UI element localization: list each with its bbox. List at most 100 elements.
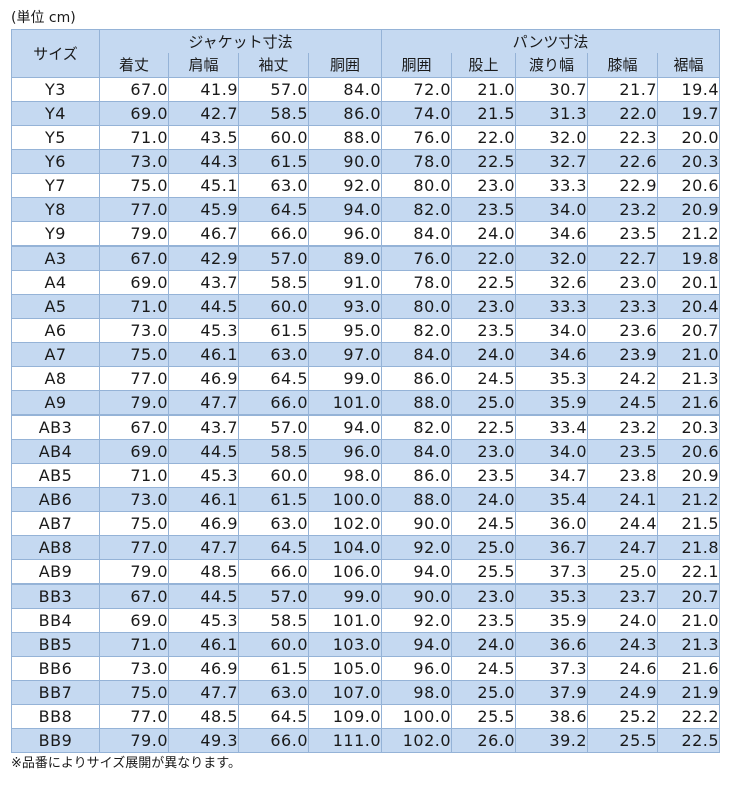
table-cell: 21.3 [657,366,721,391]
size-cell: A3 [11,245,100,271]
table-cell: 22.6 [587,149,659,174]
table-cell: 69.0 [99,439,169,464]
table-cell: 101.0 [307,390,383,415]
table-cell: 57.0 [238,245,309,271]
table-cell: 90.0 [381,511,453,536]
table-cell: 32.0 [515,245,589,271]
table-cell: 22.0 [451,125,517,150]
column-header: 膝幅 [587,53,659,78]
table-cell: 93.0 [307,294,383,319]
table-cell: 61.5 [238,318,309,343]
table-cell: 24.5 [587,390,659,415]
table-cell: 97.0 [307,342,383,367]
table-cell: 23.5 [451,608,517,633]
column-header: 着丈 [99,53,169,78]
table-cell: 84.0 [381,439,453,464]
table-cell: 74.0 [381,101,453,126]
size-cell: BB8 [11,704,100,729]
table-cell: 86.0 [381,366,453,391]
table-cell: 96.0 [381,656,453,681]
table-cell: 21.7 [587,77,659,102]
table-cell: 80.0 [381,294,453,319]
table-cell: 64.5 [238,535,309,560]
size-cell: BB9 [11,728,100,753]
table-cell: 32.6 [515,270,589,295]
column-header: 肩幅 [168,53,239,78]
table-cell: 102.0 [307,511,383,536]
table-row: A8 77.0 46.9 64.5 99.0 86.0 24.5 35.3 24.2 21.3 [11,366,721,391]
table-cell: 34.6 [515,342,589,367]
table-cell: 48.5 [168,559,239,584]
size-cell: Y7 [11,173,100,198]
table-cell: 24.0 [451,342,517,367]
table-cell: 21.0 [451,77,517,102]
table-cell: 23.6 [587,318,659,343]
table-row: Y4 69.0 42.7 58.5 86.0 74.0 21.5 31.3 22.0 19.7 [11,101,721,126]
table-cell: 25.5 [451,559,517,584]
table-cell: 23.0 [451,294,517,319]
table-cell: 63.0 [238,173,309,198]
table-cell: 25.2 [587,704,659,729]
table-cell: 24.0 [451,632,517,657]
table-cell: 109.0 [307,704,383,729]
table-cell: 23.0 [587,270,659,295]
size-cell: AB7 [11,511,100,536]
table-cell: 95.0 [307,318,383,343]
size-cell: Y8 [11,197,100,222]
table-cell: 22.5 [451,270,517,295]
table-cell: 25.5 [451,704,517,729]
size-cell: AB9 [11,559,100,584]
size-cell: Y6 [11,149,100,174]
table-cell: 78.0 [381,149,453,174]
table-cell: 24.5 [451,366,517,391]
table-cell: 25.0 [451,535,517,560]
table-cell: 75.0 [99,173,169,198]
table-cell: 44.5 [168,294,239,319]
table-cell: 72.0 [381,77,453,102]
table-cell: 101.0 [307,608,383,633]
table-cell: 66.0 [238,728,309,753]
table-cell: 104.0 [307,535,383,560]
column-header: 渡り幅 [515,53,589,78]
table-cell: 22.0 [587,101,659,126]
table-cell: 107.0 [307,680,383,705]
table-cell: 94.0 [307,197,383,222]
size-cell: BB6 [11,656,100,681]
table-cell: 46.1 [168,342,239,367]
column-header: 袖丈 [238,53,309,78]
table-cell: 77.0 [99,197,169,222]
table-row: Y8 77.0 45.9 64.5 94.0 82.0 23.5 34.0 23.2 20.9 [11,197,721,222]
table-cell: 98.0 [307,463,383,488]
size-cell: A5 [11,294,100,319]
table-cell: 24.0 [587,608,659,633]
size-cell: A8 [11,366,100,391]
table-cell: 21.0 [657,342,721,367]
table-cell: 22.5 [451,414,517,440]
table-cell: 63.0 [238,680,309,705]
table-cell: 57.0 [238,583,309,609]
size-chart-table: サイズ ジャケット寸法 パンツ寸法 着丈 肩幅 袖丈 胴囲 胴囲 股上 渡り幅 … [11,29,721,753]
table-cell: 75.0 [99,342,169,367]
table-cell: 21.8 [657,535,721,560]
table-cell: 21.9 [657,680,721,705]
table-cell: 79.0 [99,728,169,753]
table-cell: 42.9 [168,245,239,271]
table-row: AB7 75.0 46.9 63.0 102.0 90.0 24.5 36.0 24.4 21.5 [11,511,721,536]
table-cell: 22.5 [657,728,721,753]
table-cell: 24.6 [587,656,659,681]
table-row: BB3 67.0 44.5 57.0 99.0 90.0 23.0 35.3 23.7 20.7 [11,583,721,609]
table-cell: 22.2 [657,704,721,729]
table-cell: 100.0 [381,704,453,729]
table-cell: 23.0 [451,439,517,464]
table-cell: 61.5 [238,656,309,681]
table-cell: 20.4 [657,294,721,319]
table-cell: 23.3 [587,294,659,319]
table-row: A5 71.0 44.5 60.0 93.0 80.0 23.0 33.3 23.3 20.4 [11,294,721,319]
table-cell: 99.0 [307,366,383,391]
table-cell: 73.0 [99,656,169,681]
table-cell: 63.0 [238,511,309,536]
table-cell: 21.6 [657,656,721,681]
table-cell: 43.5 [168,125,239,150]
unit-label: (単位 cm) [11,10,76,26]
table-cell: 36.7 [515,535,589,560]
